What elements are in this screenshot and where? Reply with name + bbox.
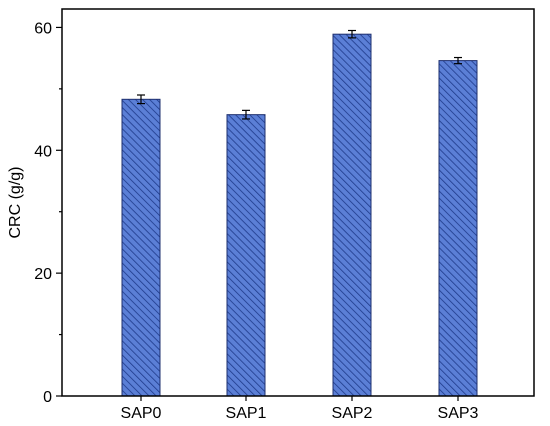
bar-sap2 [332, 33, 372, 397]
y-axis-label: CRC (g/g) [7, 166, 24, 238]
y-tick-label: 20 [34, 266, 52, 283]
x-tick-label: SAP2 [332, 405, 373, 422]
error-bar-sap1 [242, 109, 250, 120]
error-bar-sap2 [348, 29, 356, 39]
ticks-layer: SAP0 SAP1 SAP2 SAP3 0 20 40 60 [34, 20, 478, 422]
plot-frame [61, 8, 535, 397]
x-tick-label: SAP0 [121, 405, 162, 422]
x-tick-label: SAP3 [438, 405, 479, 422]
y-tick-label: 60 [34, 20, 52, 37]
x-tick-label: SAP1 [226, 405, 267, 422]
y-tick-label: 0 [43, 389, 52, 406]
bar-sap1 [226, 114, 266, 397]
bar-sap3 [438, 60, 478, 397]
error-bar-sap0 [137, 94, 145, 105]
bar-sap0 [121, 98, 161, 397]
error-bar-sap3 [454, 56, 462, 65]
y-tick-label: 40 [34, 143, 52, 160]
bars-layer [121, 29, 478, 397]
